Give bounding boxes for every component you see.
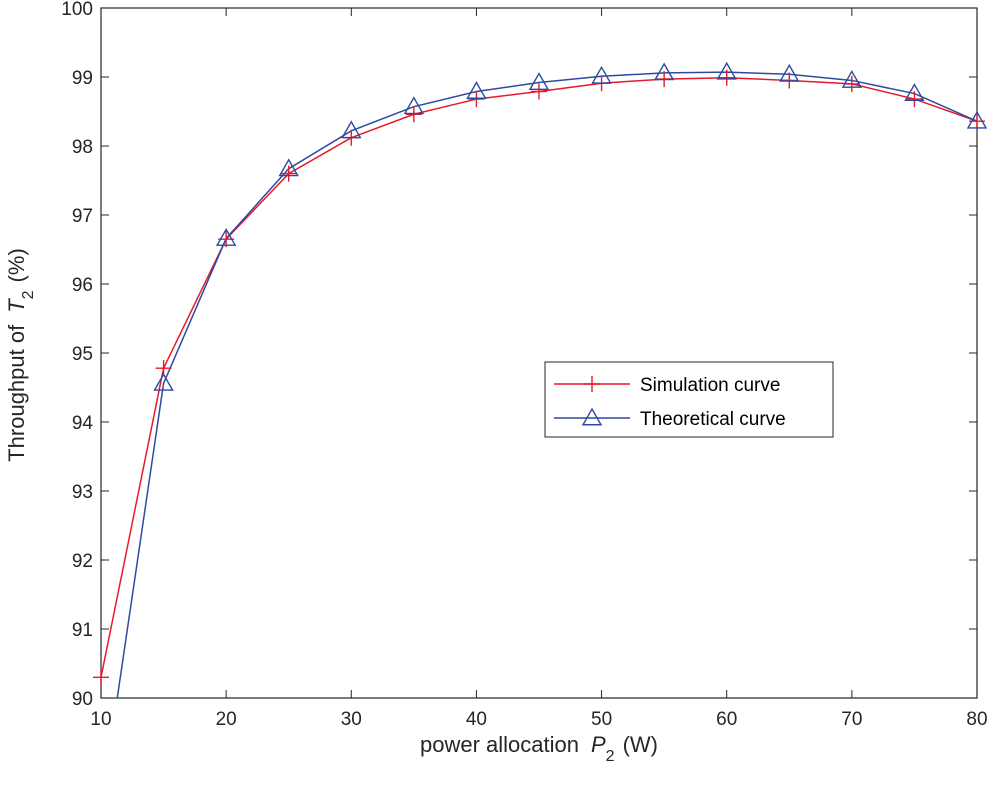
- data-point-theoretical: [841, 70, 863, 88]
- data-point-simulation: [906, 91, 923, 108]
- marker-layer: [93, 61, 988, 686]
- x-tick-label: 60: [716, 709, 737, 730]
- data-point-theoretical: [341, 120, 362, 139]
- y-tick-label: 97: [72, 206, 93, 227]
- x-axis-label-sub: 2: [606, 748, 615, 765]
- y-tick-label: 94: [72, 413, 94, 434]
- data-point-simulation: [531, 83, 547, 100]
- data-point-theoretical: [653, 62, 675, 81]
- data-point-theoretical: [153, 372, 174, 391]
- x-tick-label: 50: [591, 709, 612, 730]
- plot-area: [100, 7, 978, 699]
- data-point-simulation: [718, 69, 735, 86]
- data-point-theoretical: [966, 110, 988, 129]
- x-axis-label-var: P: [591, 732, 606, 757]
- y-tick-label: 92: [72, 551, 93, 572]
- y-axis-label-sub: 2: [20, 290, 37, 299]
- legend-label-simulation: Simulation curve: [640, 375, 780, 396]
- legend: Simulation curve Theoretical curve: [544, 361, 834, 438]
- y-axis-label-var: T: [4, 298, 29, 313]
- legend-entry-theoretical: Theoretical curve: [554, 407, 786, 430]
- y-axis-label-prefix: Throughput of: [4, 324, 29, 462]
- y-tick-label: 100: [61, 0, 93, 20]
- x-tick-label: 20: [216, 709, 237, 730]
- legend-marker-theoretical: [581, 407, 603, 426]
- legend-marker-triangle: [581, 407, 603, 426]
- x-axis-label-unit: (W): [623, 732, 658, 757]
- x-tick-label: 40: [466, 709, 487, 730]
- legend-marker-simulation: [584, 376, 600, 392]
- y-axis-label: Throughput of T2 (%): [4, 248, 37, 462]
- y-tick-label: 99: [72, 68, 93, 89]
- x-tick-label: 10: [90, 709, 111, 730]
- legend-marker-plus: [584, 376, 600, 392]
- legend-entry-simulation: Simulation curve: [554, 375, 780, 396]
- data-point-theoretical: [716, 61, 737, 80]
- data-point-theoretical: [403, 96, 425, 115]
- data-point-simulation: [93, 669, 109, 686]
- data-point-theoretical: [779, 63, 800, 82]
- data-point-theoretical: [528, 72, 550, 90]
- y-tick-label: 95: [72, 344, 93, 365]
- y-tick-label: 90: [72, 689, 93, 710]
- x-tick-label: 30: [341, 709, 362, 730]
- legend-label-theoretical: Theoretical curve: [640, 409, 786, 430]
- data-point-simulation: [405, 106, 422, 123]
- x-axis-label: power allocation P2 (W): [420, 732, 658, 765]
- x-tick-label: 80: [966, 709, 987, 730]
- y-tick-label: 93: [72, 482, 93, 503]
- data-point-theoretical: [215, 228, 237, 246]
- x-tick-label: 70: [841, 709, 862, 730]
- x-axis: 10 20 30 40 50 60 70 80: [90, 8, 988, 730]
- data-point-simulation: [468, 91, 485, 108]
- y-tick-label: 91: [72, 620, 93, 641]
- y-axis-label-unit: (%): [4, 248, 29, 282]
- data-point-simulation: [843, 75, 860, 92]
- y-tick-label: 98: [72, 137, 93, 158]
- y-tick-label: 96: [72, 275, 93, 296]
- series-line-theoretical: [116, 71, 977, 698]
- x-axis-label-prefix: power allocation: [420, 732, 579, 757]
- data-point-theoretical: [278, 158, 299, 177]
- data-point-theoretical: [466, 81, 487, 99]
- data-point-simulation: [280, 165, 297, 182]
- data-point-theoretical: [591, 65, 612, 84]
- data-point-theoretical: [904, 83, 925, 102]
- y-axis: 90 91 92 93 94 95 96 97 98 99 100: [61, 0, 977, 710]
